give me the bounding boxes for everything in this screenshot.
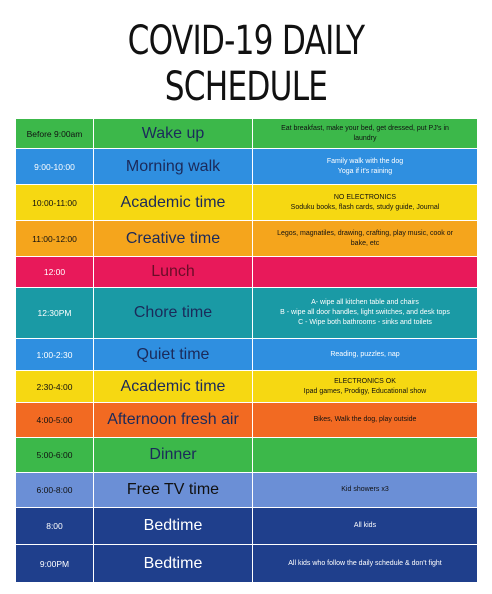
details-line: NO ELECTRONICS <box>333 193 397 201</box>
details-cell: Legos, magnatiles, drawing, crafting, pl… <box>252 220 478 257</box>
time-cell: 4:00-5:00 <box>15 402 94 438</box>
details-line: laundry <box>353 134 377 142</box>
details-line: Kid showers x3 <box>341 486 389 493</box>
time-cell: 1:00-2:30 <box>15 338 94 371</box>
schedule-row: 5:00-6:00 Dinner <box>15 437 478 473</box>
time-cell: 2:30-4:00 <box>15 370 94 403</box>
details-cell: NO ELECTRONICS Soduku books, flash cards,… <box>252 184 478 221</box>
schedule-table: Before 9:00am Wake up Eat breakfast, make … <box>15 118 478 583</box>
details-cell: Bikes, Walk the dog, play outside <box>252 402 478 438</box>
activity-cell: Dinner <box>93 437 253 473</box>
activity-cell: Morning walk <box>93 148 253 185</box>
activity-cell: Creative time <box>93 220 253 257</box>
activity-cell: Lunch <box>93 256 253 288</box>
details-line: ELECTRONICS OK <box>334 377 396 385</box>
time-cell: 9:00PM <box>15 544 94 583</box>
time-cell: 12:00 <box>15 256 94 288</box>
time-cell: 9:00-10:00 <box>15 148 94 185</box>
details-line: Bikes, Walk the dog, play outside <box>313 416 417 423</box>
time-cell: Before 9:00am <box>15 118 94 149</box>
schedule-row: 1:00-2:30 Quiet time Reading, puzzles, nap <box>15 338 478 371</box>
details-line: B - wipe all door handles, light switche… <box>280 309 450 316</box>
activity-cell: Afternoon fresh air <box>93 402 253 438</box>
activity-cell: Academic time <box>93 184 253 221</box>
details-cell <box>252 437 478 473</box>
details-cell: Reading, puzzles, nap <box>252 338 478 371</box>
activity-cell: Academic time <box>93 370 253 403</box>
details-line: bake, etc <box>350 239 380 247</box>
time-cell: 10:00-11:00 <box>15 184 94 221</box>
activity-cell: Bedtime <box>93 544 253 583</box>
activity-cell: Bedtime <box>93 507 253 545</box>
details-line: Family walk with the dog <box>326 157 404 165</box>
schedule-row: 9:00PM Bedtime All kids who follow the dai… <box>15 544 478 583</box>
title: COVID-19 DAILY SCHEDULE <box>127 18 365 110</box>
details-line: Yoga if it's raining <box>337 167 393 175</box>
activity-cell: Wake up <box>93 118 253 149</box>
schedule-row: 2:30-4:00 Academic time ELECTRONICS OK Ipad… <box>15 370 478 403</box>
activity-cell: Quiet time <box>93 338 253 371</box>
details-line: Eat breakfast, make your bed, get dresse… <box>281 124 449 132</box>
details-line: Ipad games, Prodigy, Educational show <box>303 387 427 395</box>
schedule-row: 12:00 Lunch <box>15 256 478 288</box>
details-cell: Eat breakfast, make your bed, get dresse… <box>252 118 478 149</box>
details-cell: A- wipe all kitchen table and chairs B - … <box>252 287 478 339</box>
details-line: All kids who follow the daily schedule &… <box>288 559 442 567</box>
details-cell: All kids <box>252 507 478 545</box>
schedule-row: 10:00-11:00 Academic time NO ELECTRONICS So… <box>15 184 478 221</box>
time-cell: 11:00-12:00 <box>15 220 94 257</box>
details-cell: Kid showers x3 <box>252 472 478 508</box>
details-cell: ELECTRONICS OK Ipad games, Prodigy, Educa… <box>252 370 478 403</box>
schedule-row: 8:00 Bedtime All kids <box>15 507 478 545</box>
time-cell: 6:00-8:00 <box>15 472 94 508</box>
schedule-row: Before 9:00am Wake up Eat breakfast, make … <box>15 118 478 149</box>
details-line: A- wipe all kitchen table and chairs <box>311 299 419 306</box>
schedule-row: 9:00-10:00 Morning walk Family walk with t… <box>15 148 478 185</box>
time-cell: 12:30PM <box>15 287 94 339</box>
schedule-row: 11:00-12:00 Creative time Legos, magnatile… <box>15 220 478 257</box>
time-cell: 8:00 <box>15 507 94 545</box>
details-cell <box>252 256 478 288</box>
details-line: Soduku books, flash cards, study guide, … <box>290 203 440 211</box>
details-cell: Family walk with the dog Yoga if it's rai… <box>252 148 478 185</box>
details-cell: All kids who follow the daily schedule &… <box>252 544 478 583</box>
details-line: C - Wipe both bathrooms - sinks and toil… <box>298 319 432 326</box>
details-line: Legos, magnatiles, drawing, crafting, pl… <box>277 229 453 237</box>
schedule-row: 6:00-8:00 Free TV time Kid showers x3 <box>15 472 478 508</box>
activity-cell: Free TV time <box>93 472 253 508</box>
details-line: All kids <box>353 522 377 529</box>
activity-cell: Chore time <box>93 287 253 339</box>
schedule-row: 4:00-5:00 Afternoon fresh air Bikes, Walk … <box>15 402 478 438</box>
schedule-row: 12:30PM Chore time A- wipe all kitchen tab… <box>15 287 478 339</box>
time-cell: 5:00-6:00 <box>15 437 94 473</box>
details-line: Reading, puzzles, nap <box>330 350 400 358</box>
